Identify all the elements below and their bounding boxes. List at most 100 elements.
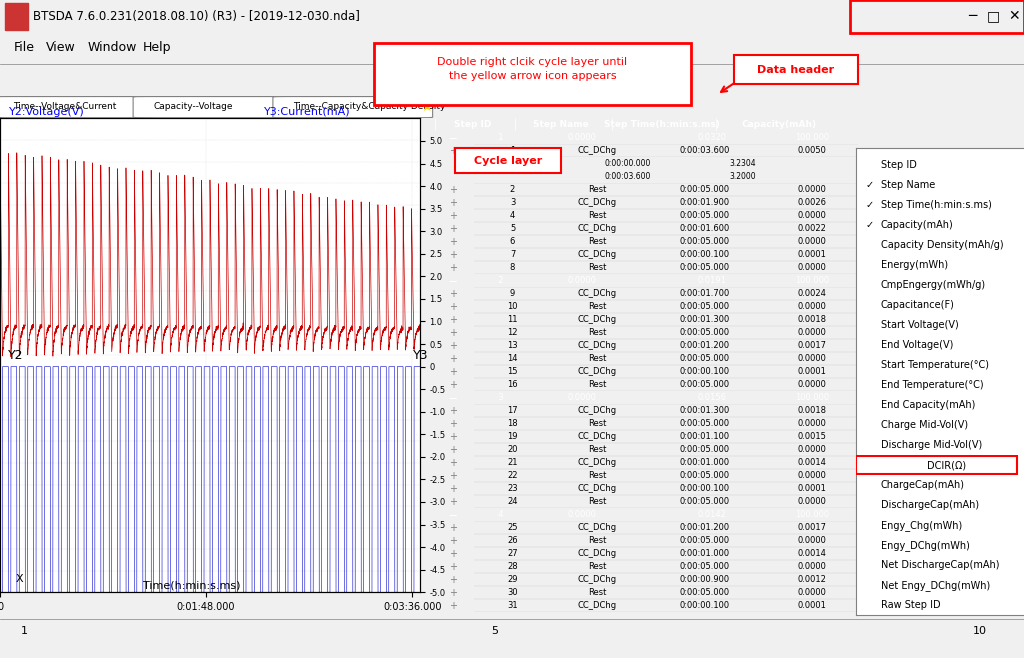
- Text: 0:00:05.000: 0:00:05.000: [680, 211, 729, 220]
- Text: 0:00:05.000: 0:00:05.000: [680, 238, 729, 246]
- Text: CC_DChg: CC_DChg: [578, 406, 616, 415]
- Text: CC_DChg: CC_DChg: [578, 290, 616, 298]
- Text: Capacity--Voltage: Capacity--Voltage: [154, 103, 232, 111]
- Text: 2: 2: [494, 276, 504, 286]
- Text: 0:00:01.100: 0:00:01.100: [680, 432, 729, 441]
- Text: Start Temperature(°C): Start Temperature(°C): [881, 360, 988, 370]
- Text: Data header: Data header: [757, 64, 835, 75]
- Text: 100.000: 100.000: [795, 276, 829, 286]
- Text: 0.0000: 0.0000: [798, 328, 826, 338]
- Text: 15: 15: [507, 367, 518, 376]
- Text: Rest: Rest: [588, 536, 606, 545]
- Text: 0:00:05.000: 0:00:05.000: [680, 302, 729, 311]
- Text: 0:00:01.900: 0:00:01.900: [680, 198, 729, 207]
- Text: 0:00:05.000: 0:00:05.000: [680, 354, 729, 363]
- Text: 0.0026: 0.0026: [798, 198, 826, 207]
- Text: Step ID: Step ID: [881, 160, 916, 170]
- Text: 5: 5: [492, 626, 499, 636]
- Text: +: +: [449, 549, 457, 559]
- Text: 0.0000: 0.0000: [798, 536, 826, 545]
- Text: Rest: Rest: [588, 445, 606, 454]
- Text: Rest: Rest: [588, 471, 606, 480]
- Text: CmpEngergy(mWh/g): CmpEngergy(mWh/g): [881, 280, 986, 290]
- Text: ✓: ✓: [865, 220, 873, 230]
- Text: +: +: [449, 211, 457, 221]
- Text: 0.0000: 0.0000: [798, 380, 826, 390]
- Text: 0.0000: 0.0000: [567, 393, 596, 402]
- Text: CC_DChg: CC_DChg: [578, 224, 616, 234]
- Text: Charge Mid-Vol(V): Charge Mid-Vol(V): [881, 420, 968, 430]
- Text: ─: ─: [449, 509, 456, 520]
- Text: Cycle layer: Cycle layer: [474, 155, 542, 166]
- Text: Rest: Rest: [588, 419, 606, 428]
- Text: 0.0000: 0.0000: [798, 419, 826, 428]
- Text: 7: 7: [510, 250, 515, 259]
- Text: 0.0000: 0.0000: [798, 211, 826, 220]
- Text: End Capacity(mAh): End Capacity(mAh): [881, 400, 975, 410]
- Text: 20: 20: [507, 445, 518, 454]
- Text: Raw Step ID: Raw Step ID: [881, 600, 940, 610]
- Text: 0.0000: 0.0000: [567, 134, 596, 142]
- Text: +: +: [449, 432, 457, 442]
- Text: ─: ─: [449, 393, 456, 403]
- Text: 28: 28: [507, 562, 518, 571]
- Text: 26: 26: [507, 536, 518, 545]
- Text: Net DischargeCap(mAh): Net DischargeCap(mAh): [881, 560, 999, 570]
- Text: Rest: Rest: [588, 211, 606, 220]
- Text: 0.0024: 0.0024: [798, 290, 826, 298]
- Text: ─: ─: [449, 276, 456, 286]
- Text: 18: 18: [507, 419, 518, 428]
- Text: Step Name: Step Name: [534, 120, 589, 130]
- Text: Capacitance(F): Capacitance(F): [881, 300, 954, 310]
- Text: +: +: [449, 341, 457, 351]
- Text: 0.0012: 0.0012: [798, 575, 826, 584]
- Text: 24: 24: [507, 497, 518, 506]
- Text: 0:00:00.100: 0:00:00.100: [680, 601, 729, 610]
- Text: CC_DChg: CC_DChg: [578, 523, 616, 532]
- Text: ─: ─: [969, 9, 977, 24]
- Text: ✓: ✓: [865, 199, 873, 210]
- Text: Rest: Rest: [588, 263, 606, 272]
- Text: 0.0014: 0.0014: [798, 549, 826, 558]
- Text: 0:00:05.000: 0:00:05.000: [680, 562, 729, 571]
- Text: +: +: [449, 574, 457, 584]
- FancyBboxPatch shape: [734, 55, 858, 84]
- Text: 0:00:00.000: 0:00:00.000: [604, 159, 651, 168]
- Text: 0:00:01.000: 0:00:01.000: [680, 458, 729, 467]
- Text: Rest: Rest: [588, 328, 606, 338]
- Text: 0:00:03.600: 0:00:03.600: [604, 172, 651, 182]
- Text: 4: 4: [510, 211, 515, 220]
- Text: 0:00:05.000: 0:00:05.000: [680, 588, 729, 597]
- Text: Rest: Rest: [588, 380, 606, 390]
- Text: CC_DChg: CC_DChg: [578, 250, 616, 259]
- Text: +: +: [449, 601, 457, 611]
- Text: CC_DChg: CC_DChg: [578, 458, 616, 467]
- Text: 11: 11: [507, 315, 518, 324]
- Text: Y2: Y2: [8, 349, 24, 362]
- Text: 23: 23: [507, 484, 518, 493]
- Text: +: +: [449, 315, 457, 325]
- Text: 0:00:00.100: 0:00:00.100: [680, 484, 729, 493]
- Text: DCIR(Ω): DCIR(Ω): [927, 460, 966, 470]
- Text: +: +: [449, 561, 457, 572]
- Text: End Temperature(°C): End Temperature(°C): [881, 380, 983, 390]
- Text: 25: 25: [507, 523, 518, 532]
- Text: ★: ★: [420, 100, 432, 114]
- Text: CC_DChg: CC_DChg: [578, 198, 616, 207]
- Text: ✕: ✕: [1008, 9, 1020, 24]
- Text: ─: ─: [449, 133, 456, 143]
- Text: Step Time(h:min:s.ms): Step Time(h:min:s.ms): [604, 120, 720, 130]
- Text: CC_DChg: CC_DChg: [578, 601, 616, 610]
- Text: Rest: Rest: [588, 302, 606, 311]
- Text: +: +: [449, 185, 457, 195]
- Text: 0:00:01.200: 0:00:01.200: [680, 523, 729, 532]
- Text: +: +: [449, 380, 457, 390]
- Text: Capacity(mAh): Capacity(mAh): [881, 220, 953, 230]
- Text: 13: 13: [507, 342, 518, 350]
- Text: Energy(mWh): Energy(mWh): [881, 260, 948, 270]
- Text: Rest: Rest: [588, 186, 606, 194]
- Text: 0:00:05.000: 0:00:05.000: [680, 328, 729, 338]
- Text: +: +: [449, 289, 457, 299]
- Text: 100.000: 100.000: [795, 393, 829, 402]
- Text: 0.0050: 0.0050: [798, 147, 826, 155]
